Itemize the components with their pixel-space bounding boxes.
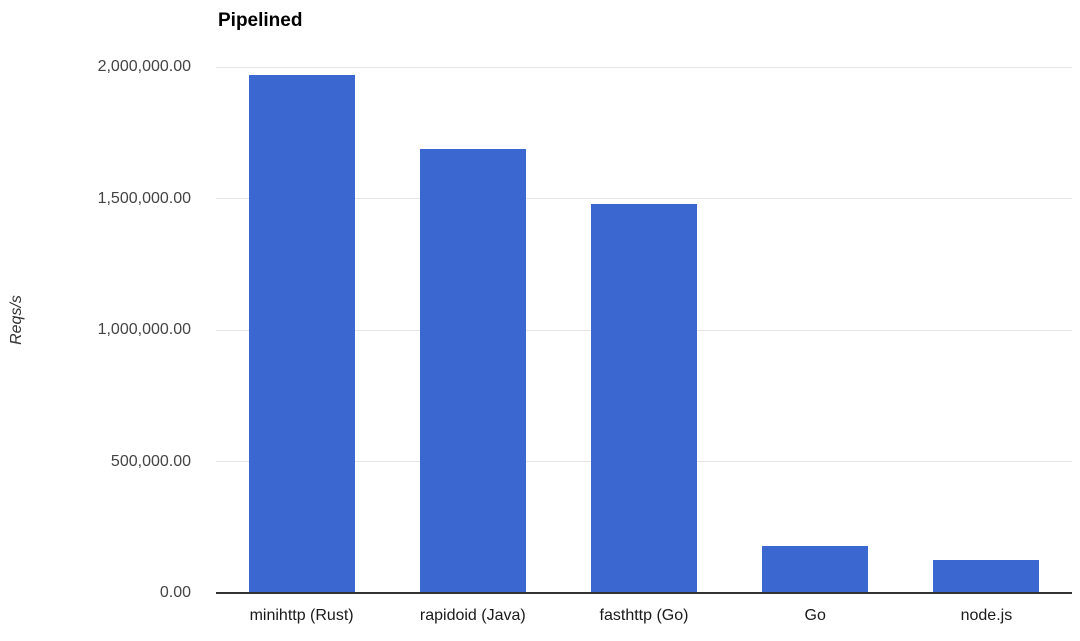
y-tick-label: 500,000.00 <box>110 452 191 470</box>
y-tick-label: 2,000,000.00 <box>97 58 191 75</box>
chart-title: Pipelined <box>218 10 303 31</box>
x-axis-category-labels: minihttp (Rust) rapidoid (Java) fasthttp (… <box>216 606 1072 626</box>
x-axis-line <box>216 592 1072 594</box>
bar <box>591 203 697 593</box>
gridline <box>216 66 1072 68</box>
category-label: fasthttp (Go) <box>599 607 689 624</box>
gridline <box>216 198 1072 199</box>
bar <box>933 559 1040 593</box>
bar <box>762 545 869 593</box>
bar <box>248 74 355 593</box>
y-tick-label: 1,000,000.00 <box>97 321 191 338</box>
bars-container <box>216 67 1072 593</box>
bar <box>419 148 526 593</box>
y-tick-label: 1,500,000.00 <box>97 189 191 207</box>
category-label: rapidoid (Java) <box>419 607 526 624</box>
y-tick-label: 0.00 <box>159 584 191 601</box>
category-label: node.js <box>960 607 1013 624</box>
category-label: Go <box>804 607 826 624</box>
category-label: minihttp (Rust) <box>249 607 354 624</box>
plot-area <box>216 66 1072 594</box>
